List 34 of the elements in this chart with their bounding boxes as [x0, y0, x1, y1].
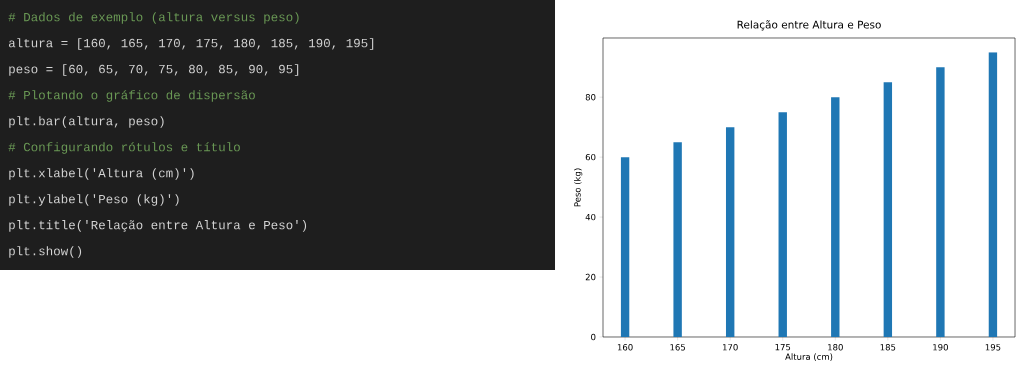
x-tick-label: 190	[933, 344, 948, 351]
x-tick-label: 180	[828, 344, 843, 351]
text: # Plotando o gráfico de dispersão	[8, 90, 255, 102]
y-tick-label: 0	[591, 333, 596, 341]
bar	[936, 67, 945, 337]
text: # Dados de exemplo (altura versus peso)	[8, 12, 299, 24]
text: altura = [160, 165, 170, 175, 180, 185, 190, 195]	[8, 38, 374, 50]
bar	[673, 142, 682, 337]
bar	[831, 97, 840, 337]
bar	[620, 157, 630, 337]
text: plt.show()	[9, 246, 82, 258]
y-tick-label: 80	[585, 93, 596, 101]
bar	[883, 82, 893, 337]
chart-title: Relação entre Altura e Peso	[737, 20, 881, 31]
bar	[725, 127, 735, 337]
x-tick-label: 195	[985, 344, 1001, 351]
y-tick-label: 20	[585, 273, 596, 281]
text: plt.bar(altura, peso)	[9, 116, 164, 128]
bar	[778, 112, 787, 337]
text: # Configurando rótulos e título	[8, 142, 240, 154]
x-tick-label: 165	[670, 344, 685, 351]
bar	[988, 52, 998, 337]
y-axis-title: Peso (kg)	[574, 168, 583, 207]
x-axis-title: Altura (cm)	[785, 353, 833, 361]
x-tick-label: 160	[617, 344, 633, 351]
x-tick-label: 170	[723, 344, 738, 351]
text: peso = [60, 65, 70, 75, 80, 85, 90, 95]	[9, 64, 299, 76]
y-tick-label: 60	[585, 153, 596, 161]
y-tick-label: 40	[585, 213, 596, 221]
x-tick-label: 175	[775, 344, 791, 351]
text: plt.title('Relação entre Altura e Peso')	[9, 220, 307, 232]
x-tick-label: 185	[880, 344, 896, 351]
text: plt.ylabel('Peso (kg)')	[9, 194, 179, 206]
text: plt.xlabel('Altura (cm)')	[9, 168, 194, 180]
